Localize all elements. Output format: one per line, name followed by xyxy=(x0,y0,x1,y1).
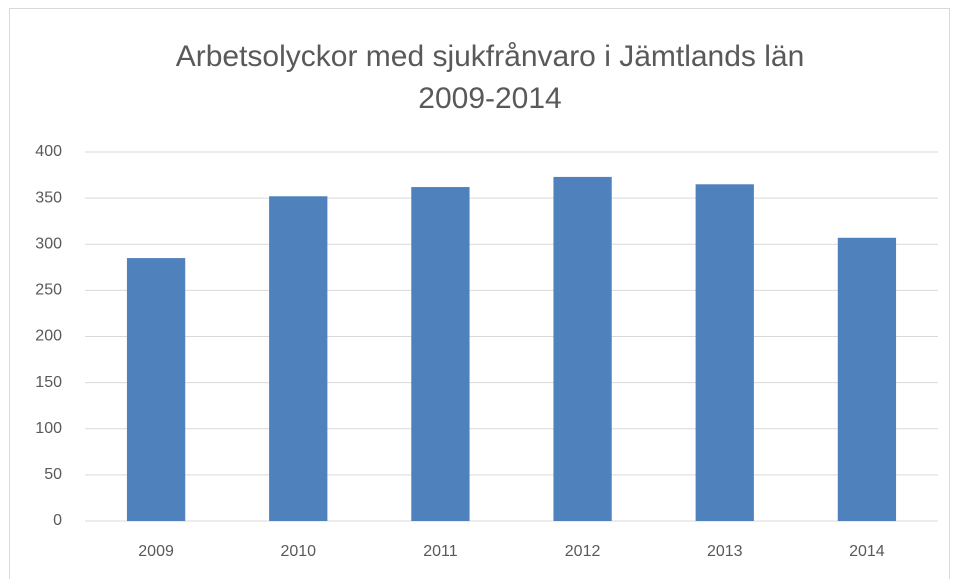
bar xyxy=(837,237,897,522)
x-tick-label: 2011 xyxy=(423,543,458,560)
y-tick-label: 0 xyxy=(53,512,62,529)
x-tick-label: 2013 xyxy=(707,543,743,560)
chart-title: 2009-2014 xyxy=(418,82,561,115)
x-tick-label: 2010 xyxy=(280,543,316,560)
bar xyxy=(553,176,612,521)
bar xyxy=(411,187,470,521)
chart-title: Arbetsolyckor med sjukfrånvaro i Jämtlan… xyxy=(176,40,805,73)
y-tick-label: 100 xyxy=(35,420,62,437)
y-tick-label: 50 xyxy=(44,466,62,483)
x-tick-label: 2012 xyxy=(565,543,601,560)
bar xyxy=(269,196,328,521)
bar xyxy=(695,184,754,521)
y-tick-label: 350 xyxy=(35,189,62,206)
y-tick-label: 150 xyxy=(35,374,62,391)
y-tick-label: 250 xyxy=(35,282,62,299)
x-tick-label: 2009 xyxy=(138,543,174,560)
bar xyxy=(126,258,186,521)
x-tick-label: 2014 xyxy=(849,543,885,560)
y-tick-label: 200 xyxy=(35,328,62,345)
y-tick-label: 400 xyxy=(35,143,62,160)
y-tick-label: 300 xyxy=(35,235,62,252)
